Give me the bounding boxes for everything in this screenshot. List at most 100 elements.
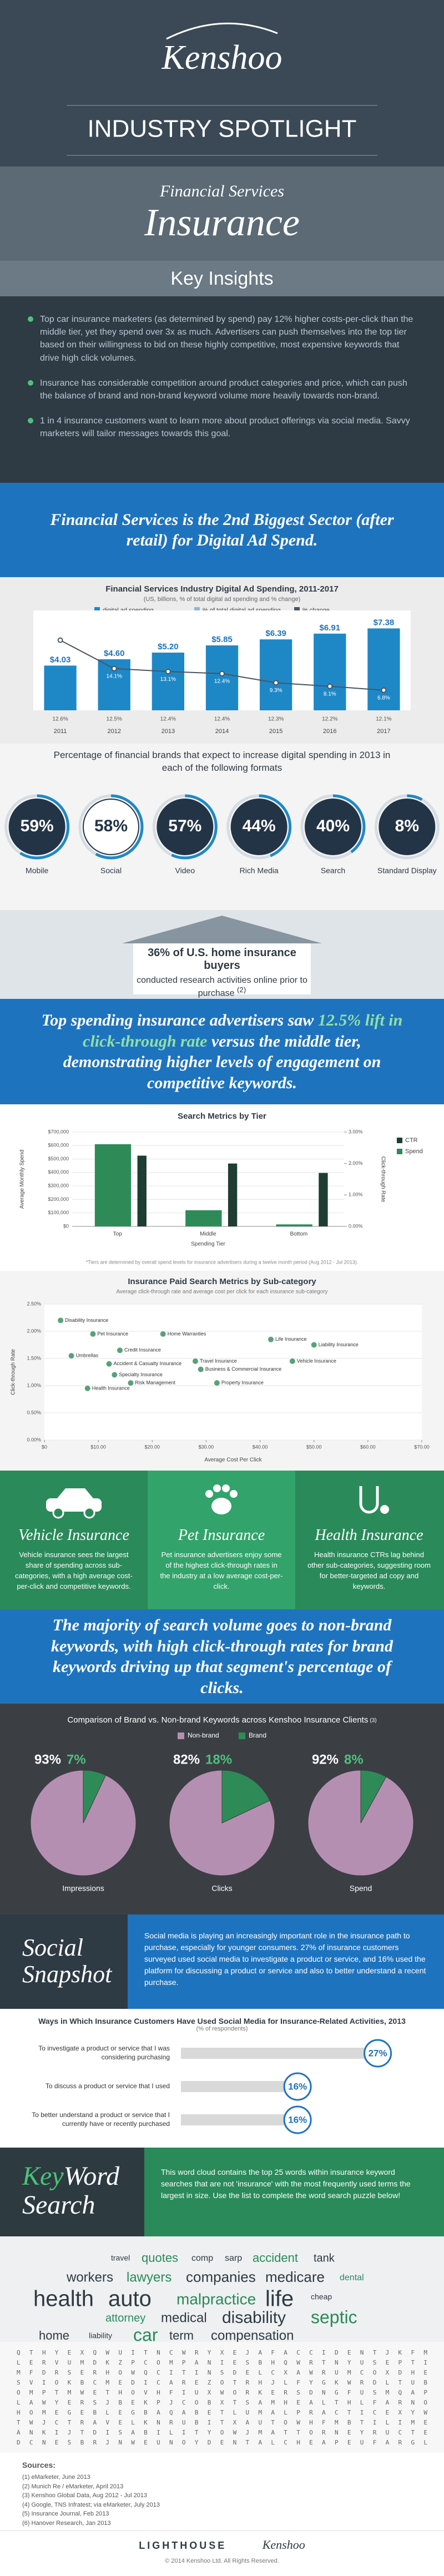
panel-text: Vehicle insurance sees the largest share…	[15, 1550, 133, 1590]
cloud-word: quotes	[142, 2251, 178, 2265]
page-title: INDUSTRY SPOTLIGHT	[88, 115, 357, 143]
panel: Pet Insurance Pet insurance advertisers e…	[148, 1471, 295, 1609]
point-label: Pet Insurance	[97, 1331, 128, 1336]
category-label: To investigate a product or service that…	[38, 2044, 170, 2061]
panel-icon	[359, 1486, 389, 1514]
line-point	[219, 670, 225, 676]
y-tick-label: $400,000	[48, 1169, 69, 1175]
bar-label: $5.20	[158, 642, 179, 651]
y-tick-label: $300,000	[48, 1183, 69, 1189]
share-label: 12.5%	[107, 716, 122, 723]
badge	[305, 799, 361, 855]
point-label: Vehicle Insurance	[297, 1358, 336, 1363]
badge	[157, 799, 214, 855]
point	[90, 1331, 96, 1337]
point-label: Credit Insurance	[124, 1347, 161, 1353]
line-label: 14.1%	[107, 673, 122, 679]
bar	[276, 1224, 312, 1226]
formats-chart: Percentage of financial brands that expe…	[4, 750, 440, 875]
x-tick-label: $50.00	[306, 1444, 322, 1449]
cloud-word: accident	[253, 2251, 298, 2265]
icon-shape	[222, 1484, 230, 1492]
point	[106, 1361, 112, 1367]
legend-swatch	[194, 607, 200, 613]
headline: The majority of search volume goes to no…	[51, 1616, 393, 1697]
x-tick-label: 2014	[215, 728, 229, 735]
y-tick-label: $0	[63, 1223, 69, 1229]
icon-shape	[211, 1498, 231, 1514]
value-label: 16%	[288, 2114, 307, 2125]
chart-title: Comparison of Brand vs. Non-brand Keywor…	[67, 1715, 376, 1725]
point	[198, 1366, 204, 1372]
point-label: Home Warranties	[168, 1331, 206, 1336]
brand-chart: Comparison of Brand vs. Non-brand Keywor…	[30, 1715, 414, 1893]
y-axis-label: Click-through Rate	[11, 1349, 17, 1395]
value-badge	[283, 2105, 312, 2134]
brand-section: Comparison of Brand vs. Non-brand Keywor…	[0, 1704, 444, 1915]
bar	[94, 1144, 132, 1226]
title-part: Word	[63, 2161, 120, 2191]
value-badge	[283, 2072, 312, 2101]
x-tick-label: Middle	[200, 1231, 216, 1238]
share-label: 12.6%	[52, 716, 68, 723]
y-tick-label: $600,000	[48, 1143, 69, 1148]
share-label: 12.4%	[160, 716, 176, 723]
value-label: 16%	[288, 2081, 307, 2092]
panel-text: Health insurance CTRs lag behind other s…	[307, 1550, 431, 1590]
line-label: 6.8%	[377, 695, 390, 701]
point	[289, 1358, 295, 1364]
ring	[78, 794, 144, 860]
cloud-word: medical	[161, 2310, 207, 2325]
y-tick-label: $500,000	[48, 1156, 69, 1161]
grid-row: H O M E G E B L E G B A Q A B E T L U M …	[17, 2409, 427, 2416]
point	[112, 1372, 118, 1378]
chart-subtitle: (% of respondents)	[196, 2026, 248, 2032]
cloud-word: lawyers	[127, 2270, 171, 2285]
value-label: 8%	[344, 1752, 364, 1767]
x-tick-label: $0	[42, 1444, 47, 1449]
panel-icon	[46, 1488, 102, 1519]
y-tick-label: 2.50%	[27, 1301, 41, 1306]
point-label: Accident & Casualty Insurance	[114, 1361, 182, 1366]
point-label: Life Insurance	[275, 1336, 307, 1342]
footnote: *Tiers are determined by overall spend l…	[86, 1259, 358, 1265]
category-label: Mobile	[26, 866, 48, 875]
formats-section: Percentage of financial brands that expe…	[0, 744, 444, 910]
cloud-word: dental	[340, 2273, 364, 2282]
share-label: 12.1%	[376, 716, 391, 723]
x-axis-label: Spending Tier	[191, 1241, 225, 1247]
icon-shape	[57, 1488, 93, 1498]
hero-kicker: Financial Services	[159, 182, 285, 200]
tier-chart: Search Metrics by Tier $0 $100,000 $200,000…	[19, 1112, 423, 1265]
bar-label: $4.60	[104, 649, 125, 658]
text: versus the middle tier, demonstrating hi…	[63, 1032, 381, 1092]
legend-swatch	[397, 1138, 402, 1143]
header: Kenshoo INDUSTRY SPOTLIGHT	[0, 0, 444, 166]
keyword-title: KeyWord Search	[0, 2148, 144, 2236]
icon-shape	[52, 1507, 64, 1519]
line-label: 8.1%	[324, 691, 336, 697]
highlight: 12.5% lift in click-through rate	[83, 1011, 403, 1050]
bar	[319, 1173, 328, 1226]
panel: Health Insurance Health insurance CTRs la…	[295, 1471, 443, 1609]
value-label: 7%	[67, 1752, 86, 1767]
panel-title: Vehicle Insurance	[18, 1527, 129, 1544]
panel-text: Pet insurance advertisers enjoy some of …	[160, 1550, 283, 1590]
pie-slice	[360, 1770, 387, 1824]
point-label: Liability Insurance	[319, 1342, 359, 1347]
panel-icon	[205, 1484, 238, 1514]
source: (2) Munich Re / eMarketer, April 2013	[22, 2483, 124, 2490]
insights-list: Top car insurance marketers (as determin…	[0, 296, 444, 469]
bar	[137, 1155, 147, 1226]
y2-tick-label: 2.00%	[349, 1160, 363, 1166]
cloud-word: attorney	[105, 2312, 145, 2324]
point	[117, 1347, 123, 1353]
category-label: Rich Media	[240, 866, 279, 875]
y-tick-label: $200,000	[48, 1196, 69, 1202]
insights-heading: Key Insights	[0, 261, 444, 296]
bar	[314, 633, 346, 710]
cloud-word: comp	[191, 2254, 213, 2263]
bar	[181, 2048, 378, 2059]
legend-swatch	[239, 1733, 245, 1739]
subcategory-section: Insurance Paid Search Metrics by Sub-cat…	[0, 1271, 444, 1471]
